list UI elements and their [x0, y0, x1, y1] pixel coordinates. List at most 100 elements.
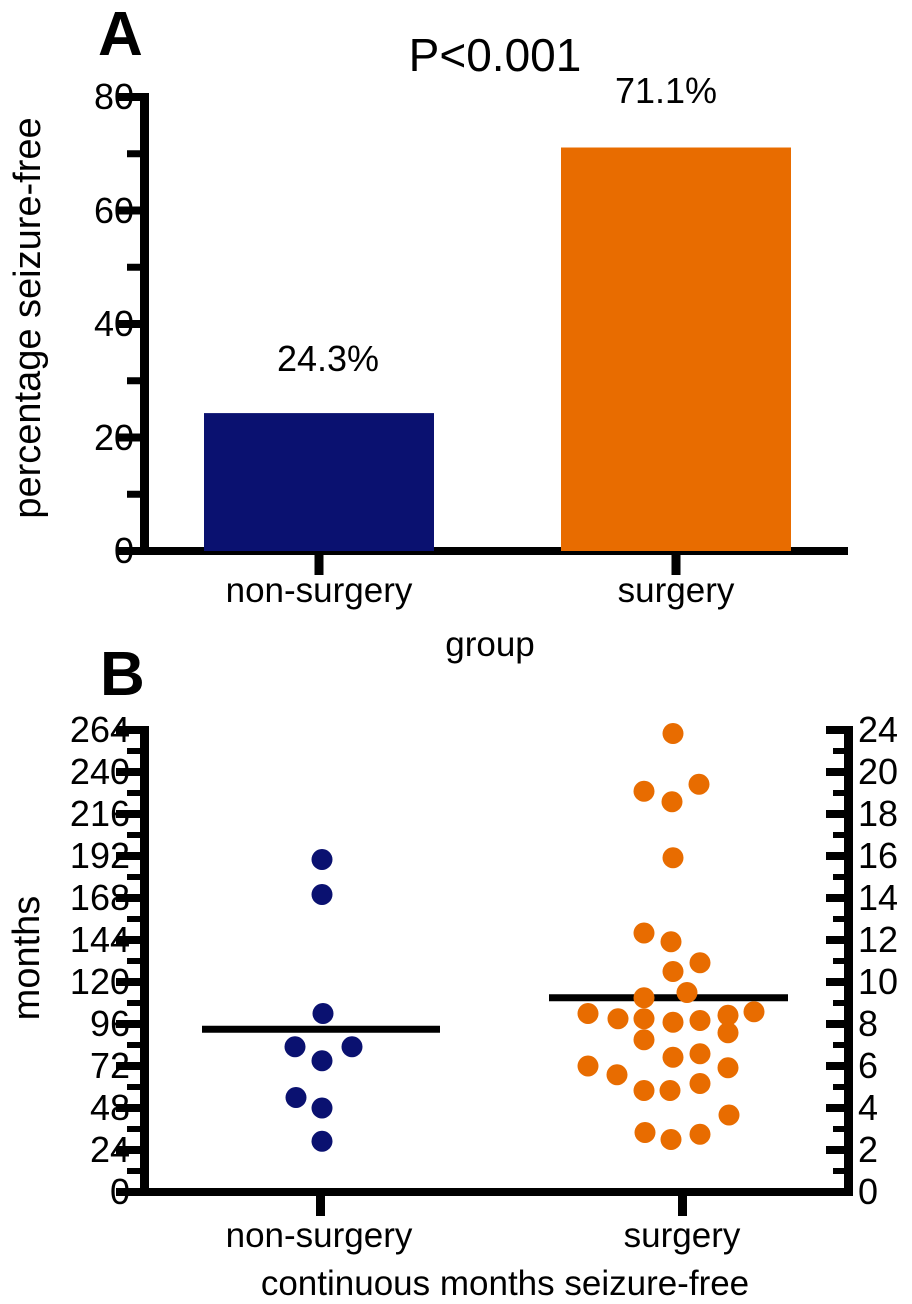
panel-b-axis [116, 726, 853, 1216]
panel-a-category-surgery: surgery [617, 571, 735, 610]
panel-b-right-major-tick [826, 1104, 844, 1112]
data-point [285, 1087, 307, 1108]
data-point [689, 1123, 711, 1145]
panel-b-left-minor-tick [127, 790, 141, 796]
panel-b-right-major-tick [826, 810, 844, 818]
data-point [660, 931, 682, 953]
panel-b-left-major-tick [116, 936, 141, 944]
mean-line-surgery [549, 994, 788, 1002]
data-point [662, 961, 684, 982]
panel-b-left-axis-line [140, 726, 149, 1196]
panel-b-right-tick-label: 0 [858, 1171, 879, 1212]
panel-b-right-minor-tick [833, 1084, 844, 1090]
panel-b-left-tick-label: 192 [69, 835, 130, 876]
panel-a-category-non-surgery: non-surgery [225, 571, 413, 610]
panel-b-right-minor-tick [833, 916, 844, 922]
panel-a-minor-tick [127, 490, 141, 498]
panel-a-x-axis-line [140, 547, 848, 555]
panel-b-mean-lines [202, 994, 788, 1033]
panel-b-left-tick-label: 48 [89, 1087, 130, 1128]
panel-b-right-minor-tick [833, 958, 844, 964]
panel-b-right-major-tick [826, 1188, 844, 1196]
panel-b-left-tick-label: 96 [89, 1003, 130, 1044]
panel-b-left-tick-label: 216 [69, 793, 130, 834]
panel-b-left-tick-label: 120 [69, 961, 130, 1002]
data-point [311, 1130, 333, 1152]
panel-b-points-surgery [577, 723, 765, 1150]
panel-b-x-axis-title: continuous months seizure-free [260, 1264, 750, 1303]
panel-b-right-tick-label: 4 [858, 1087, 879, 1128]
data-point [311, 1097, 333, 1119]
panel-b-right-major-tick [826, 1020, 844, 1028]
panel-b-right-minor-tick [833, 790, 844, 796]
data-point [661, 791, 683, 813]
panel-b-left-minor-tick [127, 916, 141, 922]
panel-b-right-major-tick [826, 852, 844, 860]
panel-a-y-tick-label: 20 [93, 416, 134, 458]
panel-b-right-minor-tick [833, 1000, 844, 1006]
panel-b-right-tick-label: 16 [858, 835, 899, 876]
bar-value-label-non-surgery: 24.3% [276, 338, 380, 379]
data-point [311, 1050, 333, 1072]
panel-a-significance-label: P<0.001 [408, 29, 582, 81]
panel-b-left-major-tick [116, 810, 141, 818]
panel-b-right-major-tick [826, 936, 844, 944]
data-point [633, 780, 655, 802]
panel-a-minor-tick [127, 377, 141, 385]
data-point [633, 1008, 655, 1030]
data-point [662, 723, 684, 744]
panel-a-major-tick [117, 206, 141, 215]
data-point [689, 1073, 711, 1094]
panel-b-right-major-tick [826, 1146, 844, 1154]
panel-b-left-tick-label: 264 [69, 709, 130, 750]
panel-b-left-tick-label: 72 [89, 1045, 130, 1086]
data-point [577, 1055, 599, 1077]
bar-surgery [561, 147, 791, 551]
panel-b-left-minor-tick [127, 1168, 141, 1174]
panel-b-right-tick-label: 10 [858, 961, 899, 1002]
panel-b-x-axis-line [140, 1188, 853, 1196]
panel-a-y-tick-label: 0 [113, 530, 134, 571]
panel-b-right-minor-tick [833, 1168, 844, 1174]
panel-b-left-major-tick [116, 1062, 141, 1070]
panel-b-left-tick-label: 168 [69, 877, 130, 918]
panel-b-left-major-tick [116, 978, 141, 986]
data-point [676, 982, 698, 1003]
panel-a-major-tick [117, 320, 141, 328]
data-point [633, 1029, 655, 1051]
panel-b-left-tick-label: 144 [69, 919, 130, 960]
panel-b-left-minor-tick [127, 748, 141, 754]
mean-line-non-surgery [202, 1025, 440, 1033]
panel-b-points-non-surgery [284, 849, 363, 1152]
data-point [660, 1129, 682, 1150]
panel-b-category-non-surgery: non-surgery [225, 1216, 413, 1255]
data-point [634, 1122, 656, 1143]
panel-b-left-minor-tick [127, 874, 141, 880]
data-point [607, 1008, 629, 1030]
panel-b-right-axis-line [844, 726, 853, 1196]
data-point [662, 847, 684, 869]
panel-a-y-tick-label: 80 [93, 76, 134, 117]
panel-b-left-major-tick [116, 1020, 141, 1028]
panel-b-left-major-tick [116, 852, 141, 860]
panel-b-category-surgery: surgery [623, 1216, 741, 1255]
panel-b-right-tick-label: 2 [858, 1129, 879, 1170]
panel-a-x-axis-title: group [445, 625, 535, 664]
panel-b-letter: B [100, 640, 145, 709]
data-point [689, 1010, 711, 1031]
panel-b-category-tick [678, 1196, 687, 1216]
data-point [341, 1036, 363, 1058]
data-point [689, 1043, 711, 1065]
panel-a-y-tick-label: 40 [93, 303, 134, 344]
data-point [577, 1003, 599, 1024]
panel-b-left-major-tick [116, 726, 141, 734]
data-point [606, 1064, 628, 1086]
panel-a-category-tick [314, 555, 324, 575]
panel-b-left-major-tick [116, 1104, 141, 1112]
panel-b-left-minor-tick [127, 1000, 141, 1006]
panel-b-right-minor-tick [833, 832, 844, 838]
data-point [284, 1036, 306, 1058]
data-point [718, 1104, 740, 1126]
